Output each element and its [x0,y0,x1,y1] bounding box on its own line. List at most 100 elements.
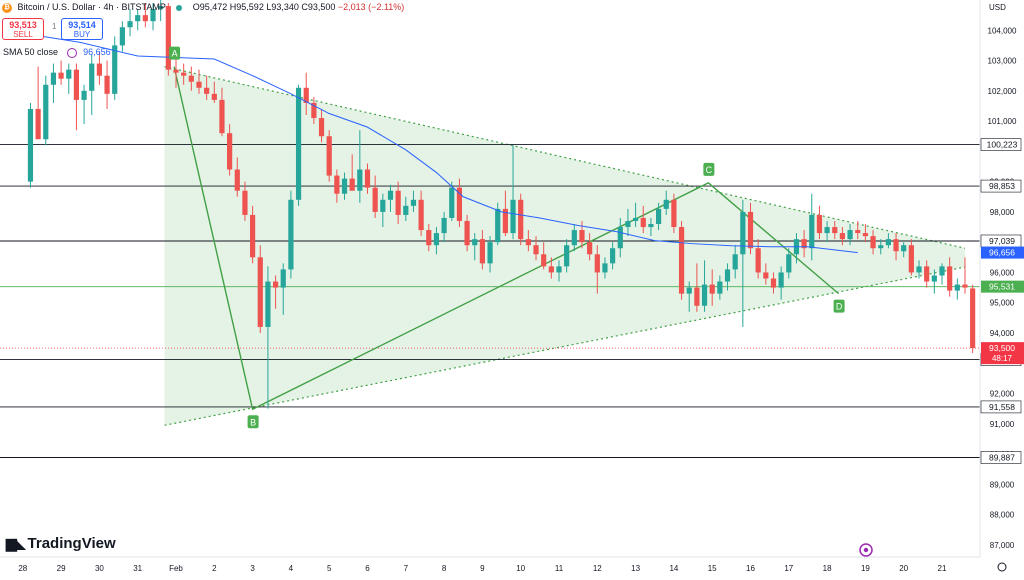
settings-gear-icon [997,562,1007,572]
candle-body [778,272,784,288]
level-price-tag-label: 89,887 [989,452,1015,462]
level-price-tag [980,451,1022,464]
candle-body [571,230,577,246]
buy-label: BUY [73,30,91,39]
x-tick-label: 13 [631,564,640,573]
candle-body [81,90,87,100]
pattern-point-label-bg [833,299,845,313]
sell-button[interactable]: 93,513 SELL [2,18,44,40]
candle-body [73,69,80,100]
candle-body [96,63,102,76]
x-tick-label: 14 [669,564,678,573]
candle-body [280,269,286,288]
candle-body [755,248,761,273]
candle-body [173,69,179,73]
y-tick-label: 103,000 [988,57,1017,66]
candle-body [112,45,118,94]
candle-body [701,284,708,306]
level-price-tag-label: 97,039 [989,236,1015,246]
level-price-tag-label: 98,853 [989,181,1015,191]
candle-body [227,133,233,170]
candle-body [640,217,646,228]
level-price-tag-label: 91,558 [989,402,1015,412]
event-marker-dot [863,547,869,553]
candle-body [449,187,455,218]
x-tick-label: 16 [746,564,755,573]
candle-body [318,118,325,137]
indicator-visibility-icon[interactable] [66,47,77,58]
candle-body [855,230,861,234]
x-tick-label: 31 [133,564,142,573]
pattern-point-label: C [706,165,713,175]
candle-body [724,269,731,282]
candle-body [265,281,271,327]
candle-body [257,257,263,327]
candle-body [625,220,631,228]
candle-body [587,242,593,255]
candle-body [732,254,738,270]
price-tag [981,342,1024,365]
y-tick-label: 102,000 [988,87,1017,96]
price-tag-label: 95,531 [989,282,1015,292]
candle-body [901,245,907,252]
candle-body [204,87,210,94]
x-tick-label: 18 [823,564,832,573]
price-tag [981,280,1024,293]
x-tick-label: 17 [784,564,793,573]
buy-button[interactable]: 93,514 BUY [61,18,103,40]
candle-body [341,178,348,194]
candle-body [472,239,478,246]
x-tick-label: 7 [404,564,409,573]
candle-body [655,208,662,225]
candle-body [495,208,501,243]
chart-header: ₿ Bitcoin / U.S. Dollar · 4h · BITSTAMP … [0,0,404,14]
pattern-point-label-bg [247,415,259,429]
candle-body [58,72,64,79]
candle-body [364,169,371,188]
candle-body [234,169,240,191]
candle-body [709,284,715,294]
candle-body [564,245,570,267]
x-tick-label: 28 [18,564,27,573]
candle-body [127,21,133,28]
sma-label: SMA 50 close [3,47,59,57]
price-tag-countdown: 48:17 [992,354,1013,363]
x-tick-label: 9 [480,564,485,573]
candle-body [970,288,976,349]
candle-body [165,6,171,70]
y-tick-label: 91,000 [990,420,1015,429]
candle-body [633,217,639,221]
candle-body [387,190,394,200]
candle-body [686,287,692,294]
sma-value: 96,656 [83,47,111,57]
bitcoin-icon: ₿ [2,2,12,13]
candle-body [610,248,616,264]
candle-body [740,211,746,255]
candle-body [533,245,539,255]
candle-body [548,266,554,273]
candle-body [786,254,792,273]
candle-body [242,190,248,215]
candle-body [801,239,807,249]
candle-body [181,72,187,76]
candle-body [372,187,378,212]
y-tick-label: 94,000 [990,329,1015,338]
sma-legend[interactable]: SMA 50 close 96,656 [3,47,111,58]
candle-body [35,108,41,140]
candle-body [158,6,164,10]
symbol-title[interactable]: Bitcoin / U.S. Dollar · 4h · BITSTAMP [17,2,166,12]
candle-body [962,284,968,288]
candle-body [502,208,508,234]
candle-body [556,266,562,273]
candle-body [426,230,432,246]
candle-body [295,87,302,200]
x-tick-label: 2 [212,564,217,573]
level-price-tag [980,138,1022,151]
candle-body [250,214,256,258]
candle-body [954,284,960,291]
candle-body [272,281,279,288]
candle-body [770,278,777,288]
x-tick-label: 8 [442,564,447,573]
candle-body [924,266,930,282]
